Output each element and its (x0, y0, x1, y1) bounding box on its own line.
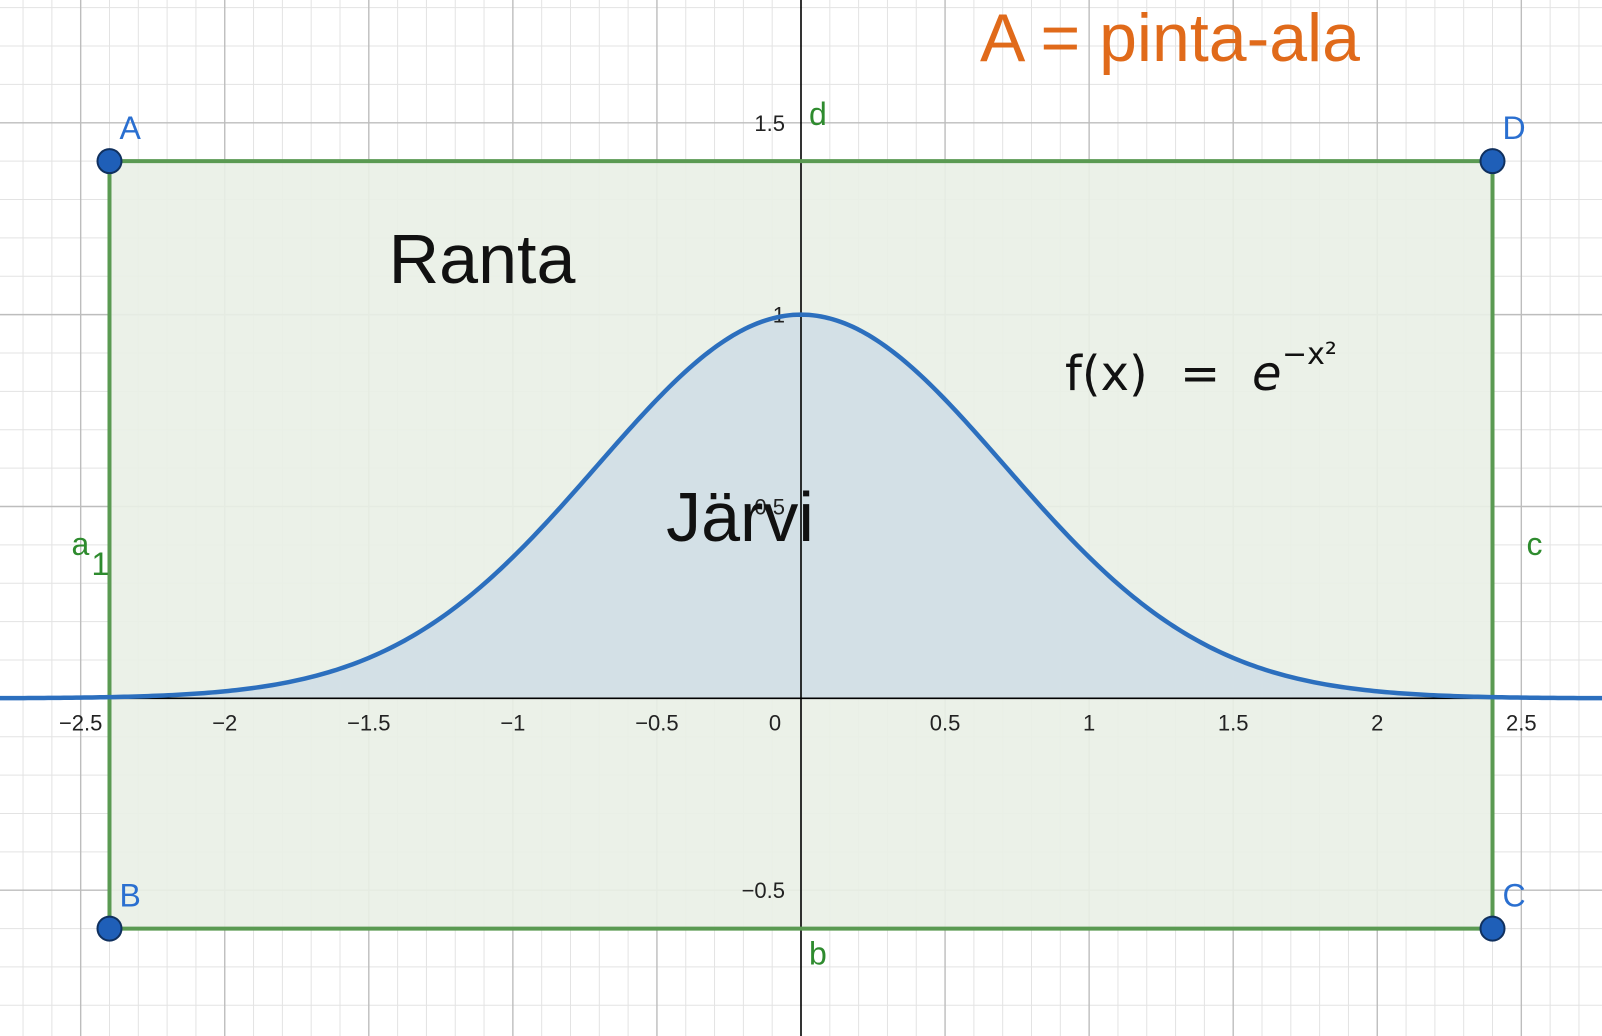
points-layer: A B C D (96, 110, 1526, 942)
region-label-shore: Ranta (389, 220, 576, 298)
point-label-B: B (119, 878, 140, 914)
point-label-A: A (119, 110, 141, 146)
segment-label-c: c (1527, 526, 1543, 562)
point-B[interactable] (96, 915, 123, 942)
function-curve-f[interactable] (0, 312, 1602, 701)
x-tick-label: −0.5 (635, 710, 678, 735)
region-label-lake: Järvi (666, 478, 814, 556)
y-tick-label: −0.5 (742, 878, 785, 903)
curve-layer (0, 159, 1602, 931)
formula-equals: = (1180, 346, 1220, 402)
x-tick-label: −1 (500, 710, 525, 735)
y-tick-label: 0.5 (754, 494, 785, 519)
point-C[interactable] (1479, 915, 1506, 942)
point-A[interactable] (96, 148, 123, 175)
x-tick-label: 2.5 (1506, 710, 1537, 735)
x-tick-label: −2 (212, 710, 237, 735)
x-tick-label: −1.5 (347, 710, 390, 735)
function-formula: f(x) = e −x² (1065, 337, 1337, 402)
x-tick-label: 1 (1083, 710, 1095, 735)
y-tick-label: 1.5 (754, 111, 785, 136)
segment-label-subscript: 1 (91, 546, 109, 582)
segment-label-a: a (71, 526, 89, 562)
point-label-D: D (1503, 110, 1526, 146)
segment-label-b: b (809, 936, 827, 972)
formula-base: e (1252, 346, 1282, 402)
x-tick-label: 2 (1371, 710, 1383, 735)
x-tick-label: 0.5 (930, 710, 961, 735)
x-tick-label: −2.5 (59, 710, 102, 735)
x-tick-label: 1.5 (1218, 710, 1249, 735)
point-label-C: C (1503, 878, 1526, 914)
labels-layer: A = pinta-ala Ranta Järvi f(x) = e −x² a… (71, 0, 1542, 972)
formula-exponent: −x² (1282, 337, 1337, 372)
title-label: A = pinta-ala (980, 0, 1360, 76)
x-tick-label: 0 (769, 710, 781, 735)
point-D[interactable] (1479, 148, 1506, 175)
segment-label-d: d (809, 96, 827, 132)
formula-lhs: f(x) (1065, 346, 1148, 402)
